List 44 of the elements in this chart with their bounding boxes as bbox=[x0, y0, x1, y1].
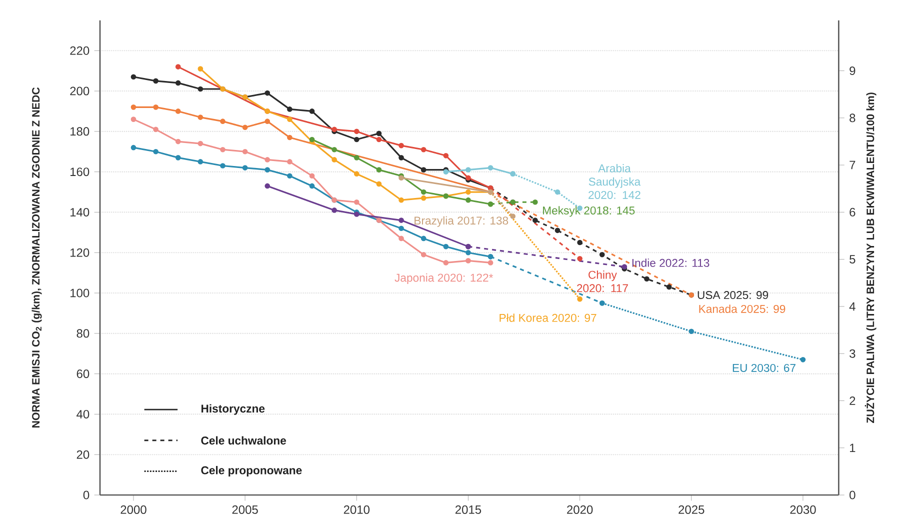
y-tick-label: 160 bbox=[70, 168, 90, 176]
series-label: Indie 2022: 113 bbox=[632, 258, 710, 267]
x-tick-label: 2025 bbox=[678, 505, 704, 514]
x-tick-label: 2015 bbox=[455, 505, 482, 514]
y2-tick-label: 5 bbox=[850, 255, 856, 264]
x-tick-label: 2000 bbox=[120, 505, 146, 514]
annotation: Cele proponowane bbox=[201, 466, 302, 477]
y-tick-label: 140 bbox=[70, 208, 90, 216]
y-axis-title: NORMA EMISJI CO$_{2}$ (g/km), ZNORMALIZOWANA ZGODNIE Z NEDC bbox=[32, 87, 42, 428]
y2-tick-label: 1 bbox=[850, 444, 856, 452]
y2-tick-label: 0 bbox=[850, 490, 856, 500]
y2-tick-label: 2 bbox=[850, 396, 856, 405]
y-tick-label: 40 bbox=[76, 410, 90, 418]
x-tick-label: 2020 bbox=[567, 505, 593, 514]
x-tick-label: 2030 bbox=[790, 505, 816, 514]
series-label: Brazylia 2017: 138 bbox=[414, 216, 508, 227]
y-tick-label: 60 bbox=[76, 370, 90, 378]
series-label: Płd Korea 2020: 97 bbox=[500, 314, 596, 322]
y2-tick-label: 4 bbox=[849, 302, 856, 311]
y-tick-label: 180 bbox=[70, 127, 90, 136]
y-tick-label: 20 bbox=[76, 450, 90, 459]
y-tick-label: 220 bbox=[70, 46, 90, 55]
series-label: Chiny 2020: 117 bbox=[576, 270, 628, 292]
annotation: Historyczne bbox=[202, 404, 265, 415]
y-tick-label: 120 bbox=[70, 248, 90, 257]
y-tick-label: 100 bbox=[70, 288, 90, 298]
y-tick-label: 200 bbox=[70, 86, 90, 96]
series-label: Kanada 2025: 99 bbox=[699, 304, 786, 313]
y2-tick-label: 7 bbox=[850, 160, 856, 170]
series-label: Meksyk 2018: 145 bbox=[543, 206, 635, 217]
y2-tick-label: 6 bbox=[850, 208, 856, 216]
y2-axis-title: ZUŻYCIE PALIWA (LITRY BENZYNY LUB EKWIWALENTU/100 km) bbox=[864, 92, 876, 423]
annotation: Cele uchwalone bbox=[201, 436, 286, 445]
x-tick-label: 2005 bbox=[232, 505, 258, 514]
y-tick-label: 80 bbox=[76, 329, 90, 338]
x-tick-label: 2010 bbox=[344, 505, 370, 514]
y-tick-label: 0 bbox=[83, 490, 90, 500]
y2-tick-label: 9 bbox=[850, 66, 856, 76]
series-label: Japonia 2020: 122* bbox=[394, 273, 494, 284]
series-label: EU 2030: 67 bbox=[732, 364, 796, 372]
y2-tick-label: 8 bbox=[850, 114, 856, 122]
y2-tick-label: 3 bbox=[850, 349, 856, 358]
series-label: USA 2025: 99 bbox=[698, 291, 768, 300]
series-label: Arabia Saudyjska 2020: 142 bbox=[588, 164, 641, 199]
